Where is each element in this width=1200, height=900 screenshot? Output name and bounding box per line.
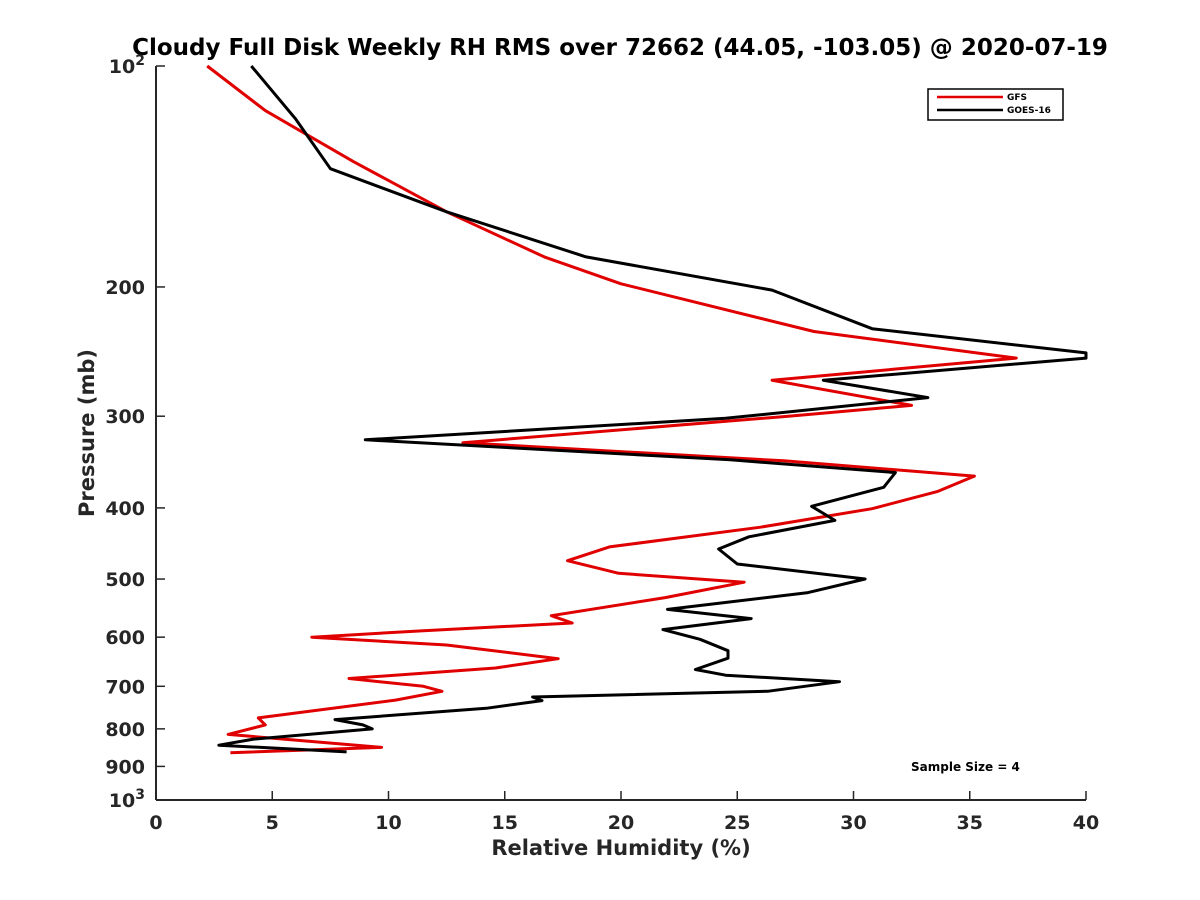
- y-axis-label: Pressure (mb): [75, 349, 99, 517]
- y-tick-label: 200: [105, 277, 145, 299]
- x-tick-label: 0: [149, 812, 162, 834]
- series-line-goes16: [217, 65, 1088, 754]
- y-tick-label: 400: [105, 498, 145, 520]
- x-tick-label: 40: [1073, 812, 1099, 834]
- x-tick-label: 20: [608, 812, 634, 834]
- legend-label-goes16: GOES-16: [1007, 106, 1051, 116]
- sample-size-annotation: Sample Size = 4: [911, 760, 1020, 774]
- legend: GFS GOES-16: [927, 88, 1064, 121]
- legend-label-gfs: GFS: [1007, 93, 1027, 103]
- chart-title: Cloudy Full Disk Weekly RH RMS over 7266…: [132, 35, 1108, 61]
- x-tick-label: 25: [724, 812, 750, 834]
- plot-lines: [206, 64, 1088, 755]
- x-axis-label: Relative Humidity (%): [491, 836, 750, 860]
- x-tick-label: 5: [266, 812, 279, 834]
- y-tick-label: 300: [105, 406, 145, 428]
- x-ticks: 0 5 10 15 20 25 30 35 40: [149, 791, 1099, 834]
- y-tick-label: 600: [105, 627, 145, 649]
- y-tick-label: 900: [105, 756, 145, 778]
- series-line-gfs: [206, 64, 1018, 755]
- y-tick-label: 800: [105, 719, 145, 741]
- x-tick-label: 10: [375, 812, 401, 834]
- y-tick-label: 500: [105, 569, 145, 591]
- x-tick-label: 15: [492, 812, 518, 834]
- x-tick-label: 30: [840, 812, 866, 834]
- x-tick-label: 35: [957, 812, 983, 834]
- y-tick-label: 700: [105, 676, 145, 698]
- legend-box: [927, 88, 1064, 121]
